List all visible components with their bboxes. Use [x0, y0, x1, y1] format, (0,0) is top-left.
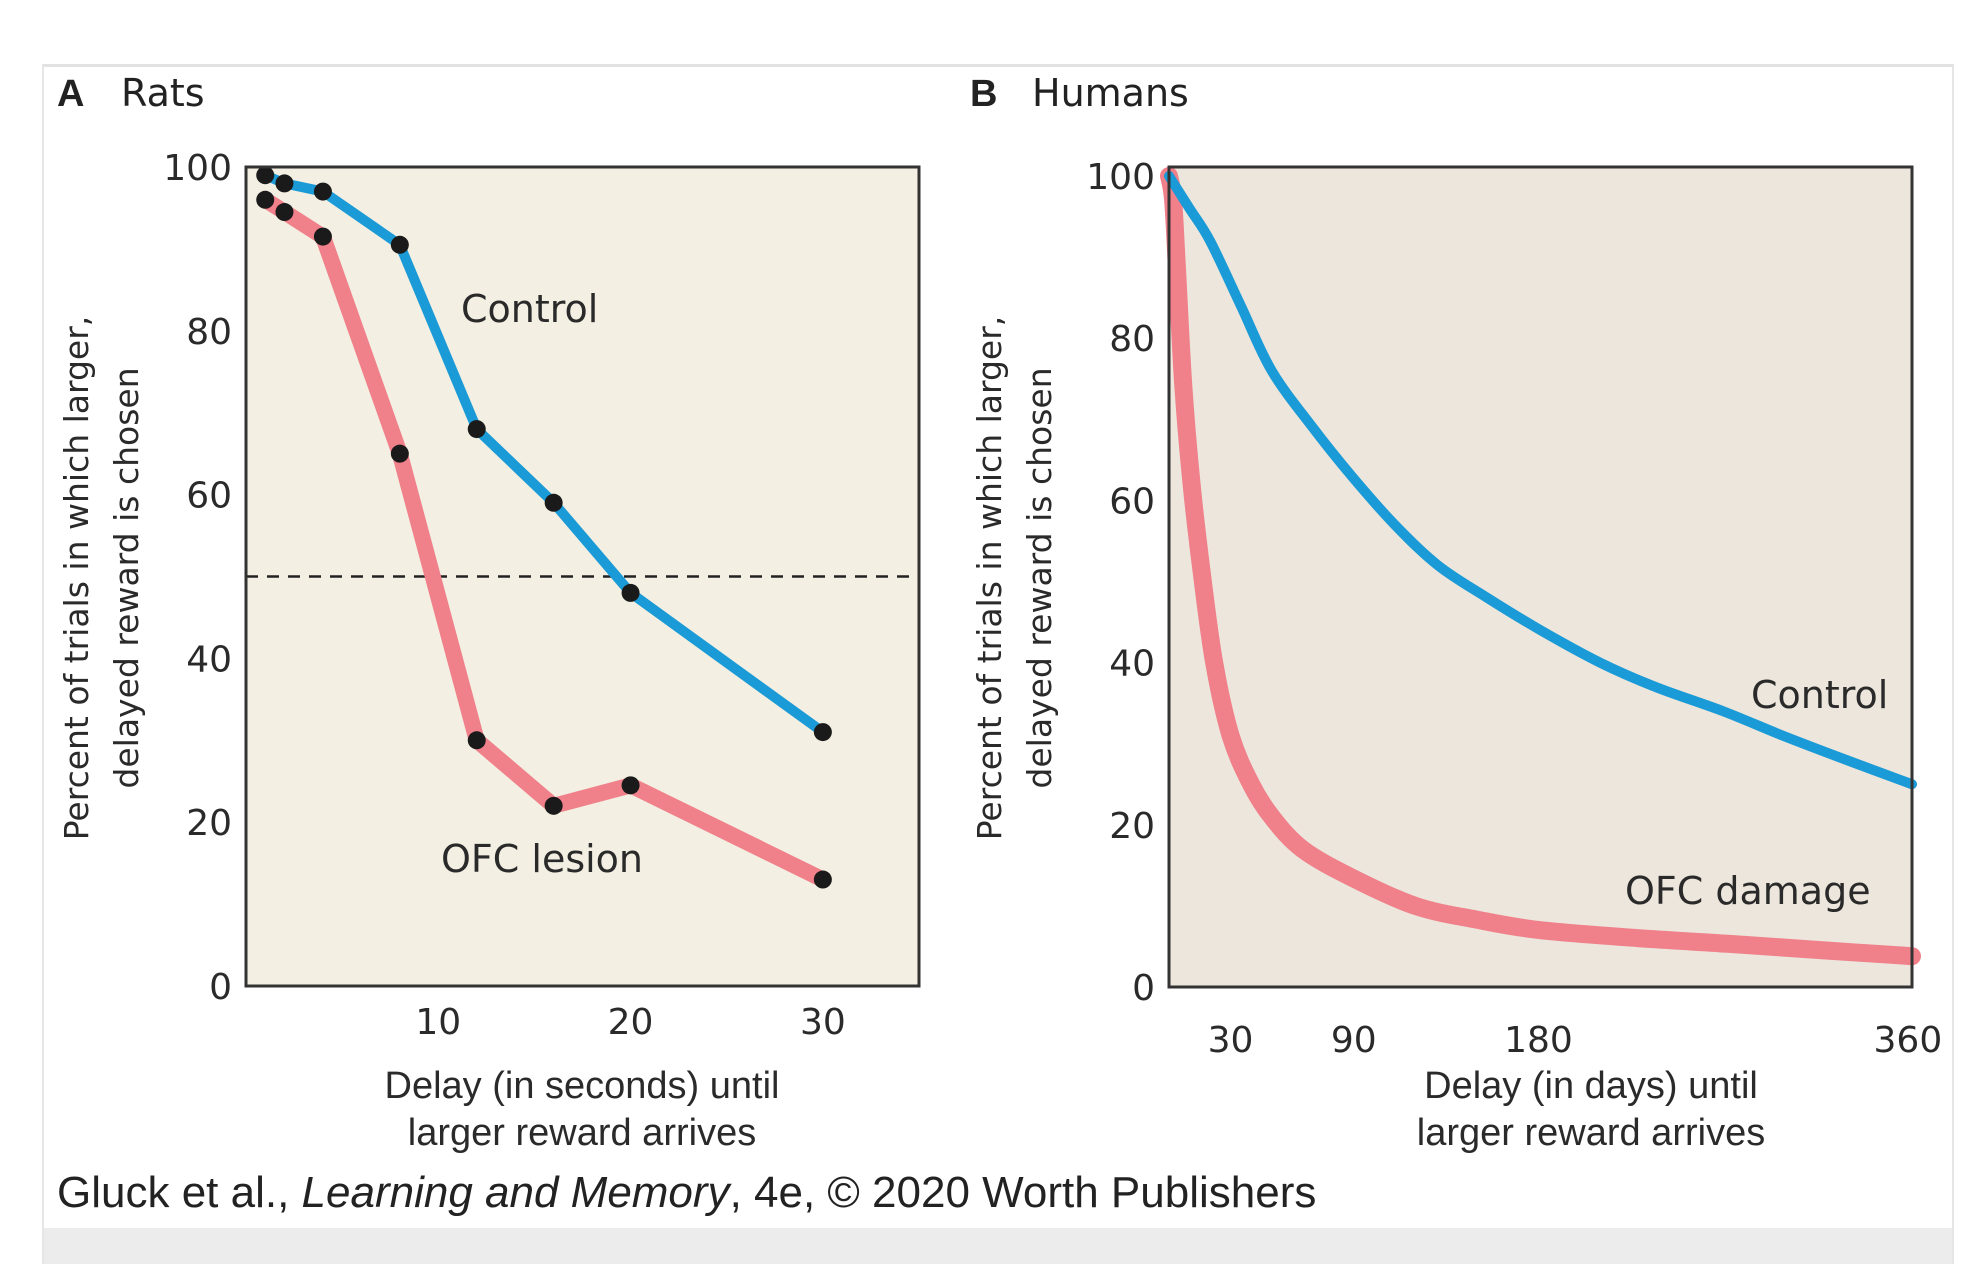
panel-b-plot-area — [1169, 167, 1912, 987]
y-tick-label: 60 — [186, 476, 232, 517]
panel-a-xlabel-line1: Delay (in seconds) until — [385, 1065, 780, 1107]
x-tick-label: 360 — [1874, 1020, 1943, 1061]
panel-b-letter: B — [970, 73, 997, 115]
panel-b-frame — [1167, 165, 1914, 989]
caption-book-title: Learning and Memory — [301, 1168, 730, 1217]
x-tick-label: 30 — [800, 1002, 846, 1043]
y-tick-label: 40 — [186, 639, 232, 680]
panel-b-xlabel-line2: larger reward arrives — [1417, 1112, 1765, 1154]
panel-b-xlabel-line1: Delay (in days) until — [1424, 1065, 1758, 1107]
x-tick-label: 180 — [1504, 1020, 1573, 1061]
panel-b-ylabel-line1: Percent of trials in which larger, — [970, 316, 1009, 841]
y-tick-label: 100 — [1086, 157, 1155, 198]
x-tick-label: 10 — [415, 1002, 461, 1043]
series-line-control — [1164, 171, 1917, 790]
data-point-control — [813, 723, 832, 742]
panel-a-title: Rats — [121, 71, 205, 115]
panel-a-letter: A — [57, 73, 84, 115]
panel-b-y-ticks: 0 20 40 60 80 100 — [1086, 157, 1155, 1009]
panel-a-chart: 0 20 40 60 80 100 10 20 30 Percent of trials in… — [57, 148, 921, 1154]
panel-b-ofc-label: OFC damage — [1625, 869, 1871, 913]
data-point-control — [275, 174, 294, 193]
data-point-ofc-lesion — [467, 731, 486, 750]
data-point-ofc-lesion — [813, 870, 832, 889]
data-point-control — [544, 493, 563, 512]
x-tick-label: 30 — [1208, 1020, 1254, 1061]
footer-band — [44, 1228, 1952, 1264]
data-point-ofc-lesion — [544, 796, 563, 815]
panel-a-xlabel-line2: larger reward arrives — [408, 1112, 756, 1154]
y-tick-label: 80 — [186, 312, 232, 353]
data-point-ofc-lesion — [275, 203, 294, 222]
panel-a-ylabel-line2: delayed reward is chosen — [107, 367, 146, 788]
panel-a-x-ticks: 10 20 30 — [415, 1002, 845, 1043]
panel-b-series — [1160, 167, 1921, 966]
data-point-ofc-lesion — [621, 776, 640, 795]
data-point-control — [256, 166, 275, 185]
panel-a-series — [256, 166, 832, 889]
panel-a-frame — [244, 165, 921, 988]
data-point-ofc-lesion — [256, 190, 275, 209]
data-point-control — [467, 420, 486, 439]
data-point-control — [621, 583, 640, 602]
panel-b-title: Humans — [1032, 71, 1189, 115]
data-point-ofc-lesion — [313, 227, 332, 246]
y-tick-label: 0 — [209, 967, 232, 1008]
caption-publisher: , 4e, © 2020 Worth Publishers — [729, 1168, 1317, 1217]
caption-authors: Gluck et al., — [57, 1168, 302, 1217]
y-tick-label: 20 — [1109, 806, 1155, 847]
panel-a-ofc-label: OFC lesion — [441, 837, 643, 881]
panel-a-ylabel-line1: Percent of trials in which larger, — [57, 316, 96, 841]
series-line-ofc-damage — [1160, 167, 1921, 966]
panel-b-control-label: Control — [1751, 673, 1888, 717]
data-point-control — [313, 182, 332, 201]
panel-b-chart: 0 20 40 60 80 100 30 90 180 360 Percent of trial… — [970, 157, 1942, 1154]
panel-b-ylabel-line2: delayed reward is chosen — [1020, 367, 1059, 788]
y-tick-label: 60 — [1109, 481, 1155, 522]
y-tick-label: 0 — [1132, 968, 1155, 1009]
y-tick-label: 100 — [163, 148, 232, 189]
data-point-control — [390, 235, 409, 254]
panel-a-y-ticks: 0 20 40 60 80 100 — [163, 148, 232, 1008]
x-tick-label: 20 — [608, 1002, 654, 1043]
panel-a-control-label: Control — [461, 287, 598, 331]
x-tick-label: 90 — [1331, 1020, 1377, 1061]
figure-caption: Gluck et al., Learning and Memory, 4e, ©… — [57, 1168, 1316, 1218]
y-tick-label: 40 — [1109, 644, 1155, 685]
y-tick-label: 80 — [1109, 319, 1155, 360]
panel-b-x-ticks: 30 90 180 360 — [1208, 1020, 1943, 1061]
data-point-ofc-lesion — [390, 444, 409, 463]
y-tick-label: 20 — [186, 803, 232, 844]
